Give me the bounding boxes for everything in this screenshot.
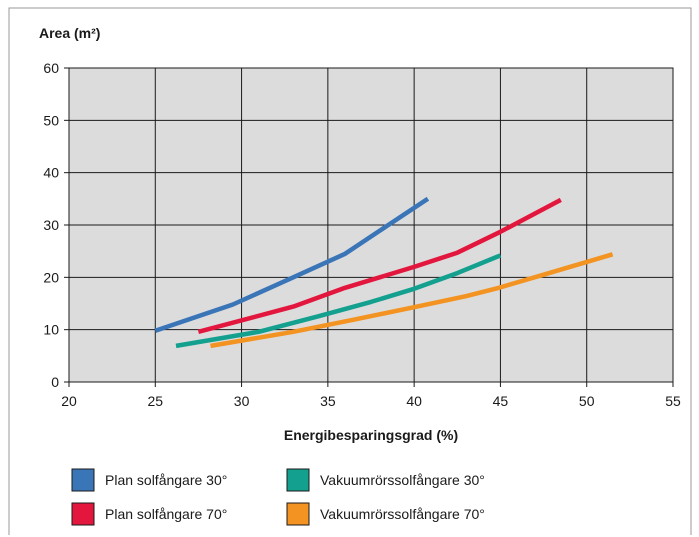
x-tick-label: 35 [320, 393, 336, 409]
legend-label: Vakuumrörssolfångare 30° [320, 472, 485, 488]
series-lines [154, 196, 614, 349]
y-tick-label: 50 [43, 112, 59, 128]
x-axis-title: Energibesparingsgrad (%) [284, 427, 458, 443]
legend-swatch [71, 502, 95, 526]
series-line-4 [210, 252, 614, 349]
legend: Plan solfångare 30° Vakuumrörssolfångare … [71, 468, 485, 526]
x-tick-label: 30 [234, 393, 250, 409]
legend-label: Vakuumrörssolfångare 70° [320, 506, 485, 522]
x-tick-label: 55 [665, 393, 681, 409]
y-tick-label: 60 [43, 60, 59, 76]
x-tick-label: 45 [493, 393, 509, 409]
figure-frame [8, 7, 692, 535]
x-tick-label: 20 [61, 393, 77, 409]
series-line-3 [175, 253, 502, 349]
y-tick-label: 10 [43, 322, 59, 338]
y-tick-label: 0 [51, 374, 59, 390]
y-tick-label: 30 [43, 217, 59, 233]
x-tick-label: 40 [406, 393, 422, 409]
legend-swatch [286, 502, 310, 526]
series-line-2 [197, 197, 562, 334]
legend-swatch [286, 468, 310, 492]
legend-label: Plan solfångare 30° [105, 472, 227, 488]
y-tick-label: 40 [43, 165, 59, 181]
legend-swatch [71, 468, 95, 492]
gridlines [69, 68, 673, 382]
y-axis-title: Area (m²) [39, 25, 100, 41]
y-axis-ticks: 0 10 20 30 40 50 60 [43, 60, 69, 390]
legend-label: Plan solfångare 70° [105, 506, 227, 522]
x-tick-label: 25 [147, 393, 163, 409]
x-tick-label: 50 [579, 393, 595, 409]
series-line-1 [154, 196, 430, 333]
x-axis-ticks: 20 25 30 35 40 45 50 55 [61, 382, 681, 409]
y-tick-label: 20 [43, 269, 59, 285]
